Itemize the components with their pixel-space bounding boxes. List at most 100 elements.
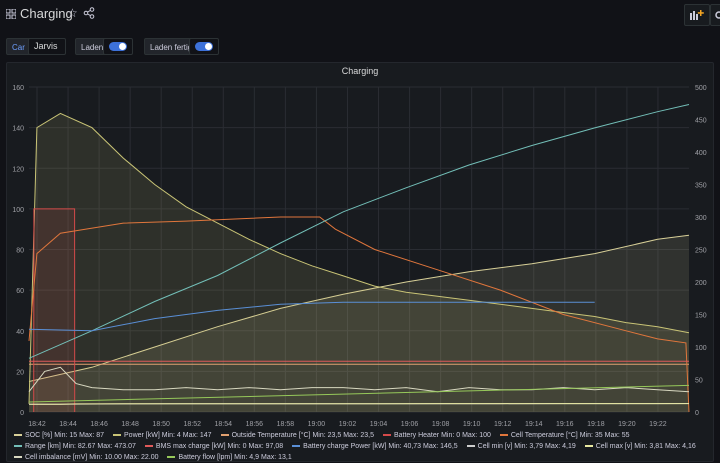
- y-right-tick-label: 350: [695, 183, 707, 190]
- legend-item-power-kw[interactable]: Power [kW] Min: 4 Max: 147: [113, 430, 212, 441]
- x-tick-label: 19:20: [618, 421, 636, 428]
- x-tick-label: 18:42: [28, 421, 46, 428]
- x-tick-label: 19:22: [649, 421, 667, 428]
- series-line-soc[interactable]: [28, 234, 690, 382]
- x-tick-label: 19:12: [494, 421, 512, 428]
- panel-title[interactable]: Charging: [341, 66, 379, 76]
- x-tick-label: 19:16: [556, 421, 574, 428]
- legend-label: SOC [%]: [25, 432, 53, 439]
- legend-label: Power [kW]: [124, 432, 160, 439]
- legend-item-battery-flow-lpm[interactable]: Battery flow [lpm] Min: 4,9 Max: 13,1: [167, 452, 292, 463]
- legend-swatch: [382, 434, 391, 437]
- legend-max: Max: 4,19: [545, 443, 576, 450]
- legend-item-bms-max-charge-kw[interactable]: BMS max charge [kW] Min: 0 Max: 97,08: [144, 441, 284, 452]
- legend-label: Cell imbalance [mV]: [25, 454, 88, 461]
- top-bar: Charging ☆: [0, 0, 720, 30]
- legend-label: Cell min [v]: [477, 443, 513, 450]
- y-right-tick-label: 300: [695, 215, 707, 222]
- x-tick-label: 18:50: [152, 421, 170, 428]
- laden-fertig-toggle[interactable]: [189, 38, 219, 55]
- legend-item-cell-min-v[interactable]: Cell min [v] Min: 3,79 Max: 4,19: [466, 441, 576, 452]
- x-tick-label: 18:44: [59, 421, 77, 428]
- legend-min: Min: 23,5: [312, 432, 342, 439]
- y-left-tick-label: 60: [16, 288, 24, 295]
- dashboard-grid-icon[interactable]: [6, 9, 16, 19]
- legend-label: Cell max [v]: [595, 443, 633, 450]
- legend-max: Max: 100: [462, 432, 491, 439]
- x-tick-label: 19:00: [308, 421, 326, 428]
- legend-item-cell-imbalance-mv[interactable]: Cell imbalance [mV] Min: 10.00 Max: 22.0…: [14, 452, 158, 463]
- share-icon[interactable]: [83, 7, 95, 19]
- legend-min: Min: 3,79: [514, 443, 544, 450]
- x-tick-label: 18:54: [215, 421, 233, 428]
- charging-panel: Charging 0 20 40 60 80 100 120 140 160 0 50 100 150 2…: [6, 62, 714, 462]
- legend-item-battery-heater[interactable]: Battery Heater Min: 0 Max: 100: [382, 430, 491, 441]
- legend-swatch: [167, 456, 176, 459]
- gear-icon: [715, 11, 720, 19]
- variables-bar: Car Jarvis ⌄ Laden Laden fertig: [0, 36, 720, 66]
- x-tick-label: 18:56: [246, 421, 264, 428]
- legend-swatch: [292, 445, 301, 448]
- charging-chart[interactable]: 0 20 40 60 80 100 120 140 160 0 50 100 150 200 250 300 3…: [7, 63, 714, 462]
- legend-label: Cell Temperature [°C]: [510, 432, 578, 439]
- legend-min: Min: 82.67: [62, 443, 96, 450]
- legend-min: Min: 3,81: [634, 443, 664, 450]
- series-line-cell-max-v[interactable]: [28, 403, 689, 405]
- y-left-tick-label: 120: [12, 166, 24, 173]
- x-tick-label: 18:58: [277, 421, 295, 428]
- y-left-tick-label: 160: [12, 85, 24, 92]
- series-area-soc: [29, 235, 689, 412]
- legend-max: Max: 147: [182, 432, 212, 439]
- legend-item-soc[interactable]: SOC [%] Min: 15 Max: 87: [14, 430, 104, 441]
- series-line-cell-temperature-c[interactable]: [28, 216, 690, 413]
- x-tick-label: 19:08: [432, 421, 450, 428]
- legend-item-battery-charge-power-kw[interactable]: Battery charge Power [kW] Min: 40,73 Max…: [292, 441, 458, 452]
- series-line-range-km[interactable]: [28, 104, 690, 359]
- legend-label: Battery flow [lpm]: [178, 454, 233, 461]
- y-left-tick-label: 40: [16, 329, 24, 336]
- legend-min: Min: 0: [227, 443, 247, 450]
- y-left-tick-label: 140: [12, 126, 24, 133]
- legend-item-range-km[interactable]: Range [km] Min: 82.67 Max: 473.07: [14, 441, 136, 452]
- legend-item-cell-temperature-c[interactable]: Cell Temperature [°C] Min: 35 Max: 55: [499, 430, 630, 441]
- series-line-battery-charge-power-kw[interactable]: [28, 301, 595, 332]
- series-line-battery-heater[interactable]: [33, 208, 76, 413]
- series-line-power-kw[interactable]: [28, 112, 690, 404]
- settings-button[interactable]: [710, 4, 720, 26]
- laden-fertig-switch-knob: [205, 43, 212, 50]
- car-select-value: Jarvis: [34, 41, 58, 51]
- series-area-battery-heater: [33, 208, 75, 412]
- laden-fertig-variable-label: Laden fertig: [144, 38, 199, 55]
- add-panel-button[interactable]: [684, 4, 710, 26]
- legend-item-cell-max-v[interactable]: Cell max [v] Min: 3,81 Max: 4,16: [584, 441, 696, 452]
- laden-toggle[interactable]: [103, 38, 133, 55]
- legend-item-outside-temperature-c[interactable]: Outside Temperature [°C] Min: 23,5 Max: …: [220, 430, 374, 441]
- legend-min: Min: 0: [441, 432, 461, 439]
- car-select[interactable]: Jarvis ⌄: [28, 38, 66, 66]
- y-left-tick-label: 80: [16, 248, 24, 255]
- dashboard-title[interactable]: Charging: [20, 6, 73, 21]
- y-right-tick-label: 100: [695, 345, 707, 352]
- legend-min: Min: 10.00: [89, 454, 122, 461]
- x-tick-label: 18:46: [90, 421, 108, 428]
- x-tick-label: 18:52: [183, 421, 201, 428]
- laden-switch-knob: [119, 43, 126, 50]
- x-tick-label: 19:06: [401, 421, 419, 428]
- legend-max: Max: 97,08: [248, 443, 284, 450]
- x-tick-label: 19:10: [463, 421, 481, 428]
- legend-label: BMS max charge [kW]: [155, 443, 226, 450]
- legend-max: Max: 23,5: [343, 432, 374, 439]
- star-icon[interactable]: ☆: [67, 6, 78, 20]
- x-tick-label: 19:02: [339, 421, 357, 428]
- legend-max: Max: 22.00: [123, 454, 159, 461]
- chart-legend: SOC [%] Min: 15 Max: 87 Power [kW] Min: 4…: [14, 430, 714, 463]
- laden-fertig-switch: [195, 42, 213, 51]
- legend-label: Range [km]: [25, 443, 61, 450]
- add-panel-icon: [690, 10, 704, 20]
- legend-swatch: [466, 445, 475, 448]
- series-line-battery-flow-lpm[interactable]: [28, 384, 690, 403]
- legend-max: Max: 87: [79, 432, 105, 439]
- y-right-tick-label: 200: [695, 280, 707, 287]
- series-area-power-kw: [29, 113, 689, 413]
- y-right-tick-label: 250: [695, 248, 707, 255]
